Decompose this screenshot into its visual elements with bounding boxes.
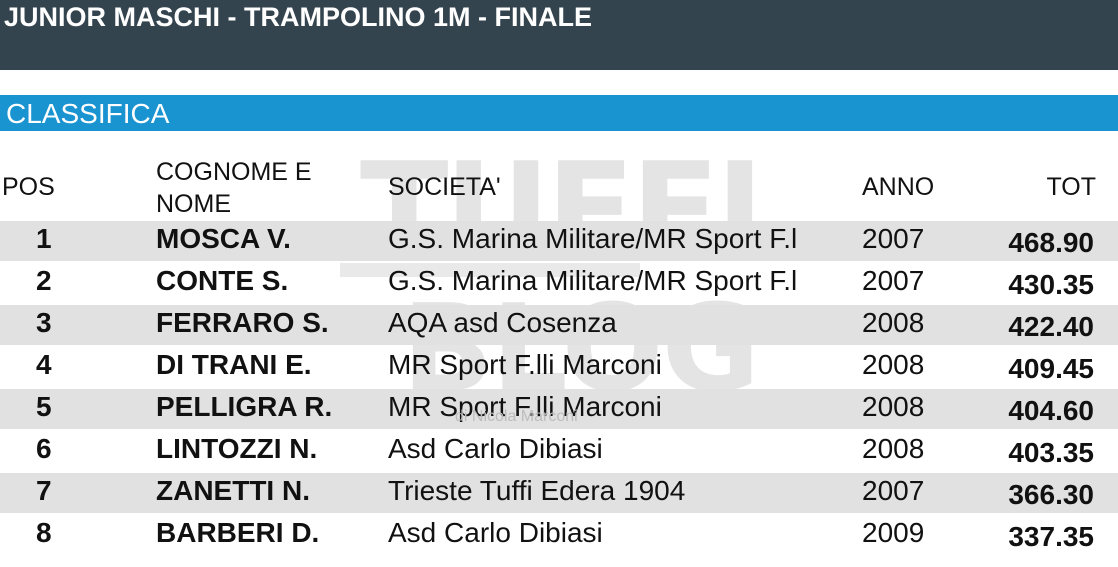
total-score-cell: 422.40: [1008, 311, 1094, 342]
col-header-tot: TOT: [1046, 173, 1096, 201]
athlete-name-cell: BARBERI D.: [156, 517, 320, 548]
col-header-name-line1: COGNOME E: [156, 158, 312, 186]
title-bar: JUNIOR MASCHI - TRAMPOLINO 1M - FINALE: [0, 0, 1118, 70]
anno-cell: 2008: [862, 349, 925, 380]
athlete-name-cell: CONTE S.: [156, 265, 289, 296]
societa-cell: Asd Carlo Dibiasi: [388, 517, 603, 548]
athlete-name-cell: FERRARO S.: [156, 307, 329, 338]
pos-cell: 2: [36, 265, 52, 296]
section-title: CLASSIFICA: [6, 98, 170, 129]
total-score-cell: 404.60: [1008, 395, 1094, 426]
table-row: 2 CONTE S. G.S. Marina Militare/MR Sport F…: [0, 263, 1118, 303]
anno-cell: 2008: [862, 391, 925, 422]
athlete-name-cell: PELLIGRA R.: [156, 391, 333, 422]
col-header-anno: ANNO: [862, 173, 935, 201]
societa-cell: G.S. Marina Militare/MR Sport F.l: [388, 265, 798, 296]
anno-cell: 2007: [862, 265, 925, 296]
athlete-name-cell: DI TRANI E.: [156, 349, 312, 380]
page-title: JUNIOR MASCHI - TRAMPOLINO 1M - FINALE: [4, 2, 592, 32]
pos-cell: 3: [36, 307, 52, 338]
societa-cell: MR Sport F.lli Marconi: [388, 349, 662, 380]
anno-cell: 2008: [862, 307, 925, 338]
pos-cell: 1: [36, 223, 52, 254]
athlete-name-cell: LINTOZZI N.: [156, 433, 318, 464]
anno-cell: 2007: [862, 223, 925, 254]
anno-cell: 2009: [862, 517, 925, 548]
total-score-cell: 403.35: [1008, 437, 1094, 468]
total-score-cell: 366.30: [1008, 479, 1094, 510]
societa-cell: Asd Carlo Dibiasi: [388, 433, 603, 464]
total-score-cell: 409.45: [1008, 353, 1094, 384]
pos-cell: 8: [36, 517, 52, 548]
societa-cell: MR Sport F.lli Marconi: [388, 391, 662, 422]
table-row: 3 FERRARO S. AQA asd Cosenza 2008 422.40: [0, 305, 1118, 345]
pos-cell: 5: [36, 391, 52, 422]
watermark-credit: di Nicola Marconi: [455, 408, 578, 425]
pos-cell: 7: [36, 475, 52, 506]
col-header-societa: SOCIETA': [388, 173, 501, 201]
table-row: 4 DI TRANI E. MR Sport F.lli Marconi 2008 40…: [0, 347, 1118, 387]
total-score-cell: 337.35: [1008, 521, 1094, 552]
total-score-cell: 430.35: [1008, 269, 1094, 300]
societa-cell: AQA asd Cosenza: [388, 307, 617, 338]
table-row: 8 BARBERI D. Asd Carlo Dibiasi 2009 337.35: [0, 515, 1118, 555]
col-header-pos: POS: [2, 173, 55, 201]
athlete-name-cell: ZANETTI N.: [156, 475, 310, 506]
table-row: 7 ZANETTI N. Trieste Tuffi Edera 1904 2007 3…: [0, 473, 1118, 513]
athlete-name-cell: MOSCA V.: [156, 223, 291, 254]
pos-cell: 6: [36, 433, 52, 464]
total-score-cell: 468.90: [1008, 227, 1094, 258]
col-header-name-line2: NOME: [156, 190, 231, 218]
societa-cell: G.S. Marina Militare/MR Sport F.l: [388, 223, 798, 254]
societa-cell: Trieste Tuffi Edera 1904: [388, 475, 686, 506]
table-row: 5 PELLIGRA R. MR Sport F.lli Marconi 2008 40…: [0, 389, 1118, 429]
anno-cell: 2007: [862, 475, 925, 506]
table-row: 6 LINTOZZI N. Asd Carlo Dibiasi 2008 403.35: [0, 431, 1118, 471]
anno-cell: 2008: [862, 433, 925, 464]
section-header: CLASSIFICA: [0, 95, 1118, 131]
table-row: 1 MOSCA V. G.S. Marina Militare/MR Sport F…: [0, 221, 1118, 261]
pos-cell: 4: [36, 349, 52, 380]
